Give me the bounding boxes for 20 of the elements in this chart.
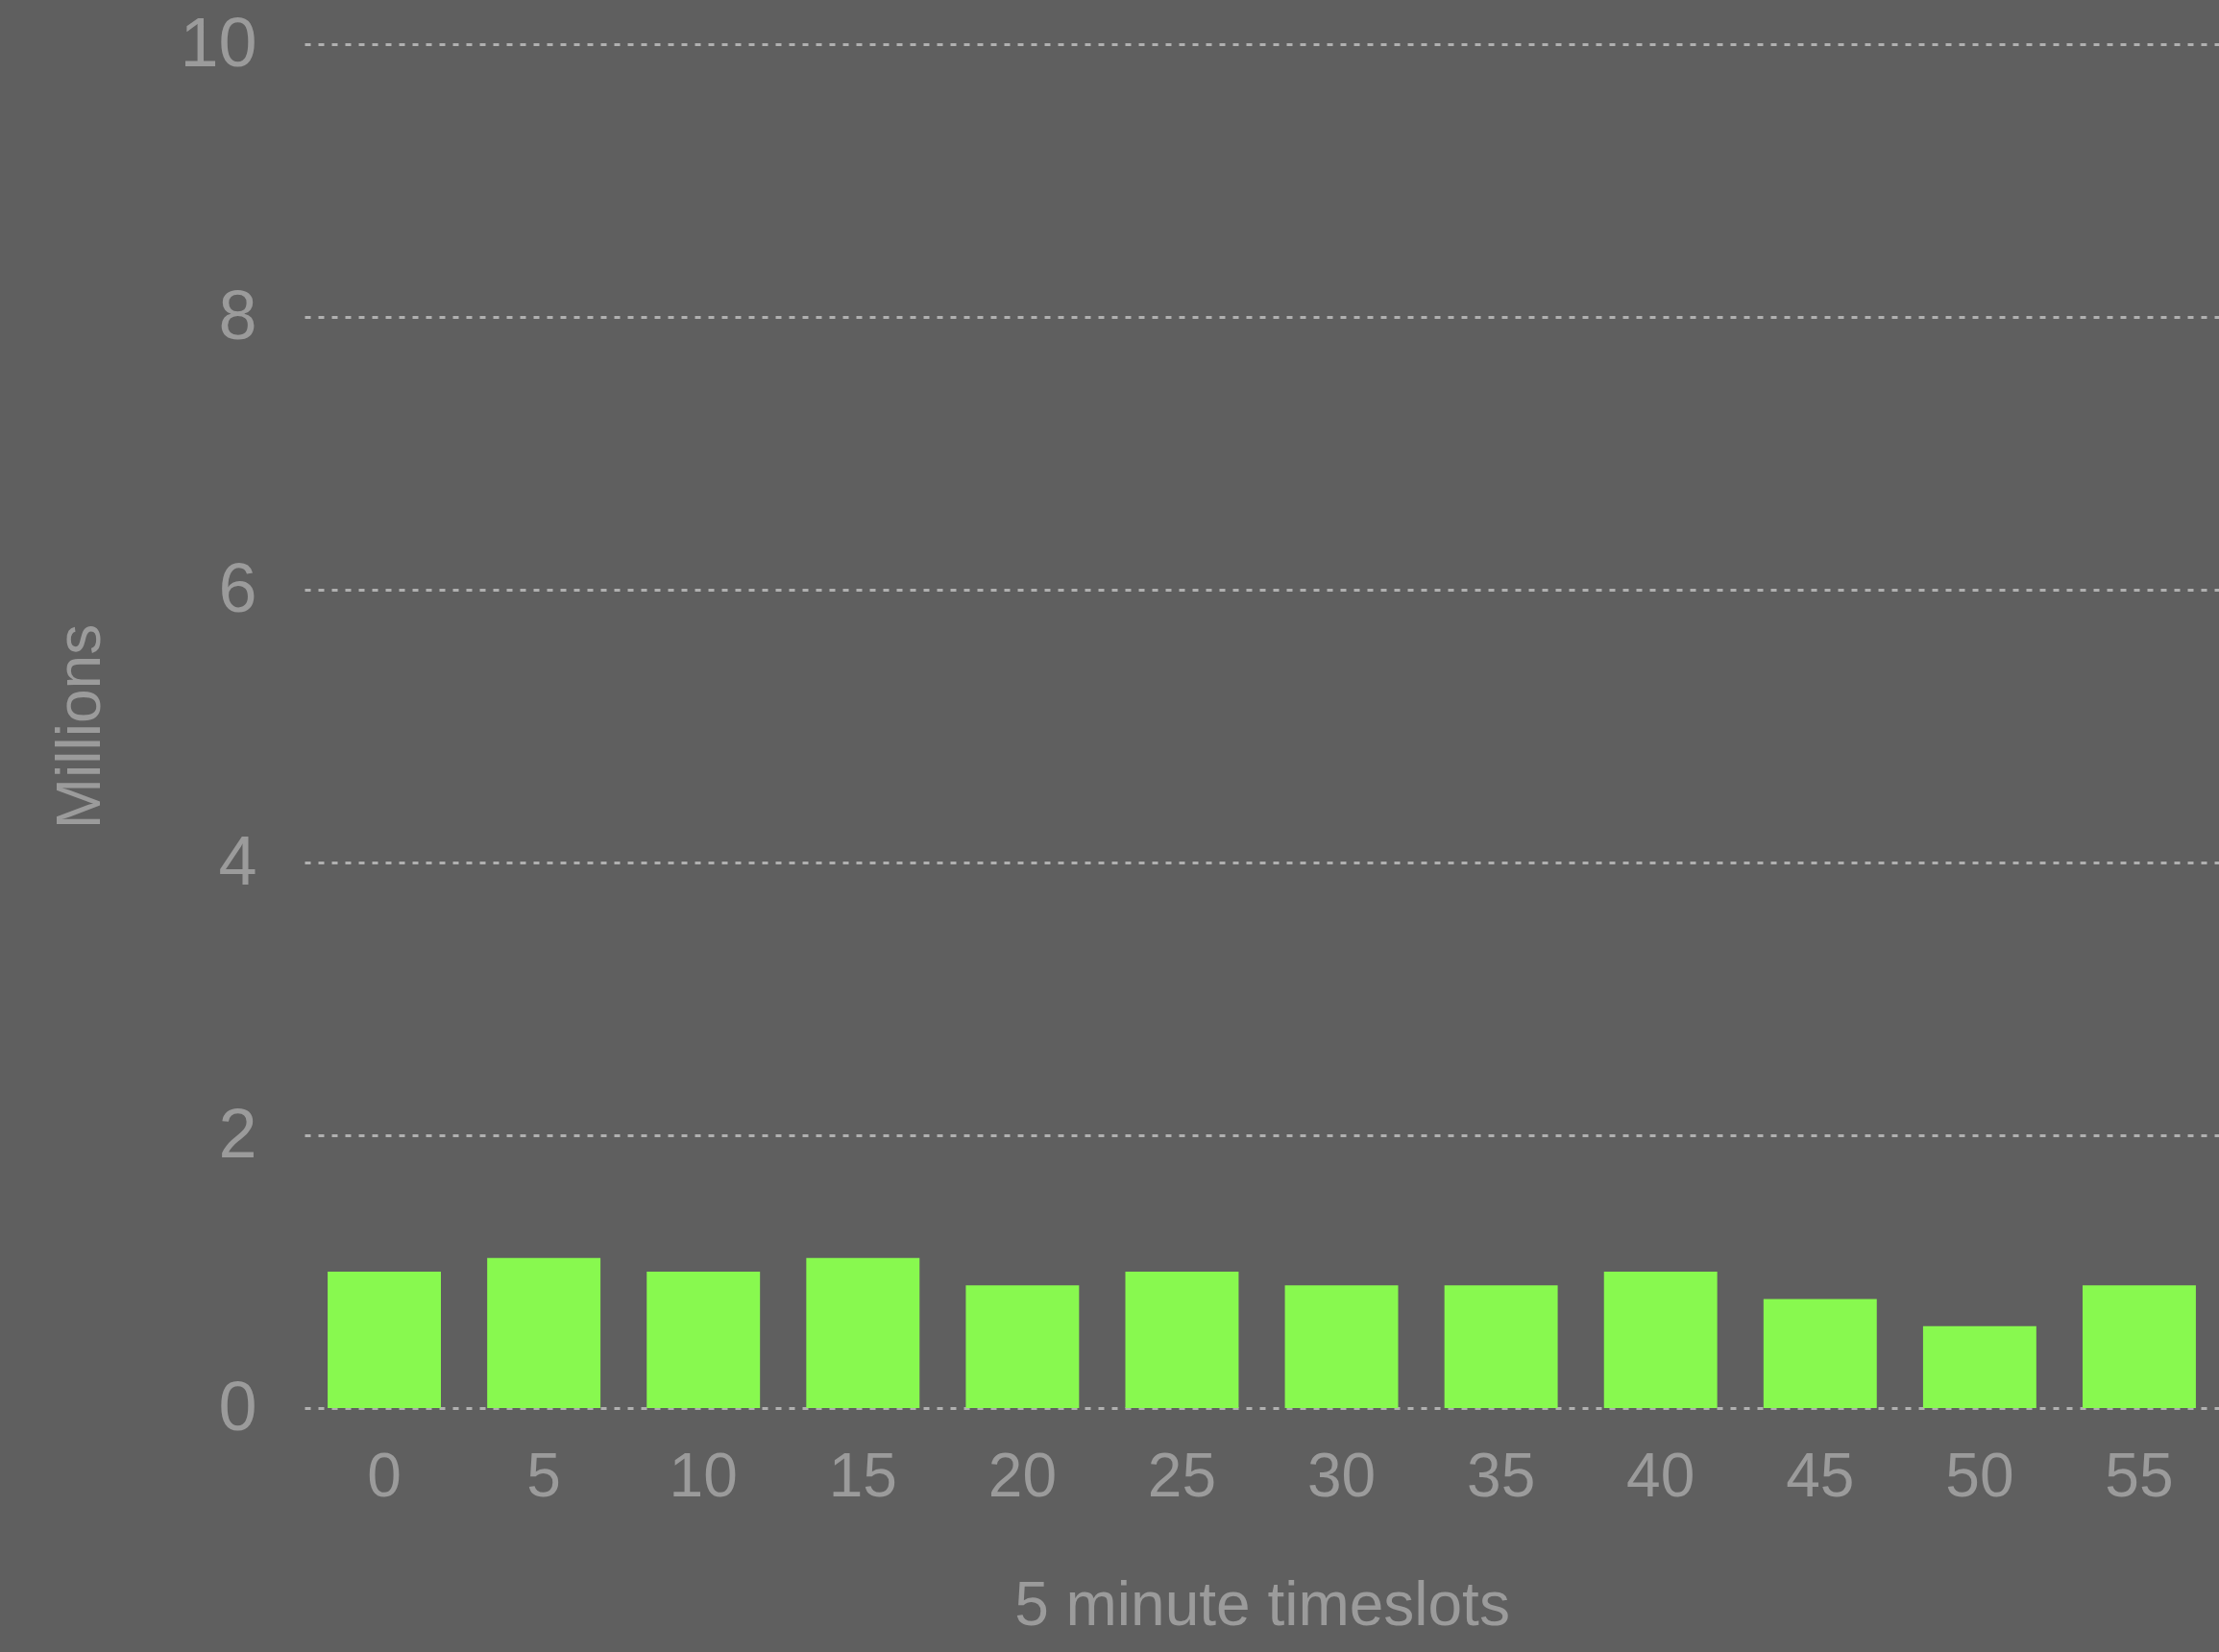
x-tick-label: 10 <box>669 1440 738 1510</box>
y-axis-title: Millions <box>44 623 114 830</box>
y-tick-label: 8 <box>218 276 257 353</box>
x-tick-label: 55 <box>2105 1440 2174 1510</box>
x-tick-label: 15 <box>828 1440 897 1510</box>
y-tick-label: 10 <box>180 3 257 81</box>
x-tick-label: 40 <box>1626 1440 1695 1510</box>
x-tick-label: 25 <box>1147 1440 1217 1510</box>
x-tick-label: 30 <box>1306 1440 1377 1510</box>
x-tick-label: 50 <box>1945 1440 2014 1510</box>
y-tick-label: 2 <box>218 1094 257 1172</box>
y-tick-label: 0 <box>218 1367 257 1445</box>
y-tick-label: 6 <box>218 548 257 626</box>
x-tick-label: 5 <box>526 1440 561 1510</box>
x-tick-label: 20 <box>988 1440 1057 1510</box>
x-tick-label: 45 <box>1786 1440 1855 1510</box>
y-tick-label: 4 <box>218 821 257 899</box>
x-tick-label: 35 <box>1467 1440 1536 1510</box>
x-tick-label: 0 <box>367 1440 402 1510</box>
x-axis-title: 5 minute timeslots <box>1014 1568 1510 1639</box>
